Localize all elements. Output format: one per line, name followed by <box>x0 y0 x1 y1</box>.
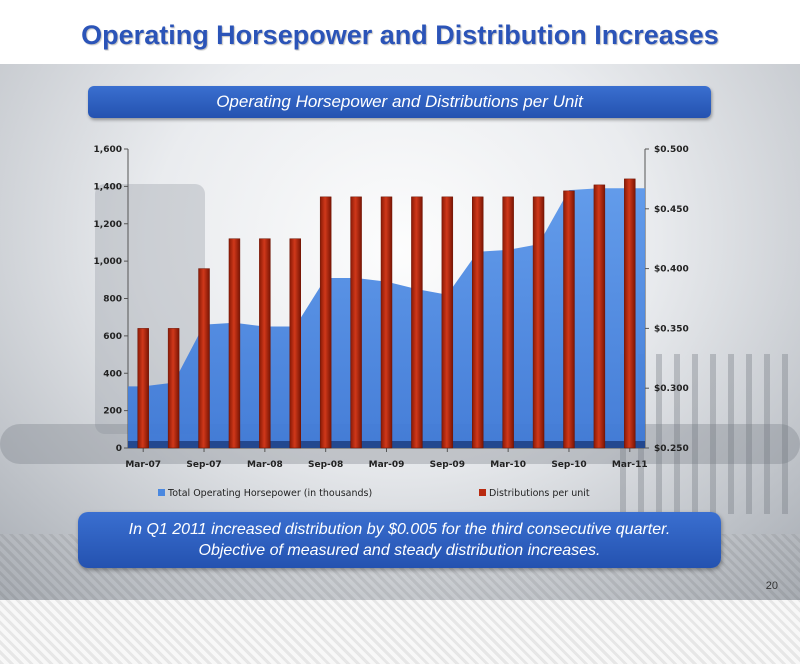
distribution-bar <box>472 197 483 448</box>
page-number: 20 <box>766 580 778 592</box>
legend-swatch-horsepower <box>158 489 165 496</box>
note-line-2: Objective of measured and steady distrib… <box>78 540 721 561</box>
combo-chart: 0 200 400 600 800 1,000 1,200 1,400 1,600 $0.250 $… <box>0 0 800 600</box>
distribution-bar <box>290 239 301 448</box>
y-left-tick-label: 1,000 <box>94 257 122 267</box>
y-left-tick-label: 0 <box>116 444 122 454</box>
x-tick-label: Sep-09 <box>430 460 465 470</box>
distribution-bar <box>563 191 574 448</box>
legend-label-horsepower: Total Operating Horsepower (in thousands… <box>167 488 372 499</box>
note-banner: In Q1 2011 increased distribution by $0.… <box>78 512 721 568</box>
x-tick-label: Mar-07 <box>125 460 161 470</box>
y-right-tick-label: $0.350 <box>654 324 689 334</box>
distribution-bar <box>533 197 544 448</box>
distribution-bar <box>442 197 453 448</box>
distribution-bar <box>624 179 635 448</box>
distribution-bar <box>381 197 392 448</box>
y-right-tick-label: $0.400 <box>654 265 689 275</box>
y-left-tick-label: 1,400 <box>94 182 122 192</box>
y-left-tick-label: 800 <box>103 295 122 305</box>
distribution-bar <box>168 328 179 448</box>
legend-swatch-distributions <box>479 489 486 496</box>
y-right-tick-label: $0.300 <box>654 384 689 394</box>
y-right-tick-label: $0.450 <box>654 205 689 215</box>
note-line-1: In Q1 2011 increased distribution by $0.… <box>78 519 721 540</box>
x-tick-label: Mar-11 <box>612 460 648 470</box>
y-left-tick-label: 600 <box>103 332 122 342</box>
x-tick-label: Mar-09 <box>369 460 405 470</box>
legend-label-distributions: Distributions per unit <box>489 488 590 499</box>
x-tick-label: Mar-08 <box>247 460 283 470</box>
distribution-bar <box>411 197 422 448</box>
x-tick-label: Mar-10 <box>490 460 526 470</box>
y-left-tick-label: 1,200 <box>94 220 122 230</box>
y-right-tick-label: $0.500 <box>654 145 689 155</box>
y-left-tick-label: 1,600 <box>94 145 122 155</box>
y-left-tick-label: 200 <box>103 407 122 417</box>
distribution-bar <box>199 269 210 448</box>
distribution-bar <box>351 197 362 448</box>
distribution-bar <box>229 239 240 448</box>
distribution-bar <box>320 197 331 448</box>
distribution-bar <box>594 185 605 448</box>
chart-legend: Total Operating Horsepower (in thousands… <box>158 488 590 499</box>
distribution-bar <box>503 197 514 448</box>
y-left-tick-label: 400 <box>103 369 122 379</box>
distribution-bar <box>138 328 149 448</box>
x-tick-label: Sep-10 <box>551 460 586 470</box>
x-tick-label: Sep-07 <box>186 460 221 470</box>
distribution-bar <box>259 239 270 448</box>
y-right-tick-label: $0.250 <box>654 444 689 454</box>
x-tick-label: Sep-08 <box>308 460 343 470</box>
